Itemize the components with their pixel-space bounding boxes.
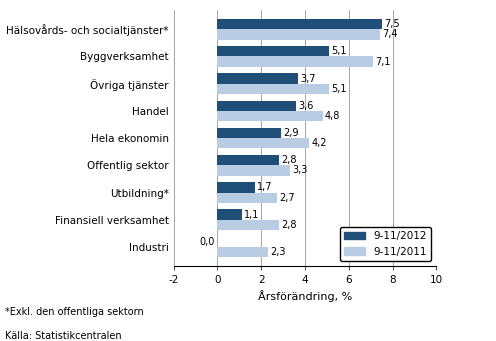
Legend: 9-11/2012, 9-11/2011: 9-11/2012, 9-11/2011 [340, 227, 431, 261]
Text: 0,0: 0,0 [200, 237, 215, 247]
X-axis label: Årsförändring, %: Årsförändring, % [258, 291, 352, 302]
Text: 1,7: 1,7 [257, 182, 272, 192]
Bar [217, 165, 290, 176]
Text: 2,3: 2,3 [270, 247, 286, 257]
Text: 5,1: 5,1 [331, 84, 347, 94]
Bar [217, 193, 277, 203]
Text: 2,7: 2,7 [279, 193, 295, 203]
Bar [217, 57, 373, 67]
Text: 7,5: 7,5 [384, 19, 400, 29]
Bar [217, 220, 279, 230]
Bar [217, 155, 279, 165]
Text: 5,1: 5,1 [331, 46, 347, 56]
Text: 2,8: 2,8 [281, 220, 297, 230]
Text: Källa: Statistikcentralen: Källa: Statistikcentralen [5, 331, 122, 341]
Bar [217, 101, 296, 111]
Bar [217, 138, 310, 148]
Bar [217, 46, 329, 57]
Text: 3,7: 3,7 [301, 74, 316, 84]
Text: 7,1: 7,1 [375, 57, 391, 66]
Bar [217, 29, 379, 40]
Bar [217, 73, 299, 84]
Bar [217, 128, 281, 138]
Text: 3,6: 3,6 [299, 101, 314, 111]
Text: 3,3: 3,3 [292, 165, 307, 176]
Bar [217, 84, 329, 94]
Text: 2,9: 2,9 [283, 128, 299, 138]
Bar [217, 19, 382, 29]
Bar [217, 209, 242, 220]
Text: 2,8: 2,8 [281, 155, 297, 165]
Text: 1,1: 1,1 [244, 210, 259, 220]
Text: *Exkl. den offentliga sektorn: *Exkl. den offentliga sektorn [5, 307, 144, 317]
Text: 4,2: 4,2 [311, 138, 327, 148]
Bar [217, 247, 268, 257]
Bar [217, 111, 322, 121]
Bar [217, 182, 254, 193]
Text: 4,8: 4,8 [325, 111, 340, 121]
Text: 7,4: 7,4 [382, 29, 397, 40]
